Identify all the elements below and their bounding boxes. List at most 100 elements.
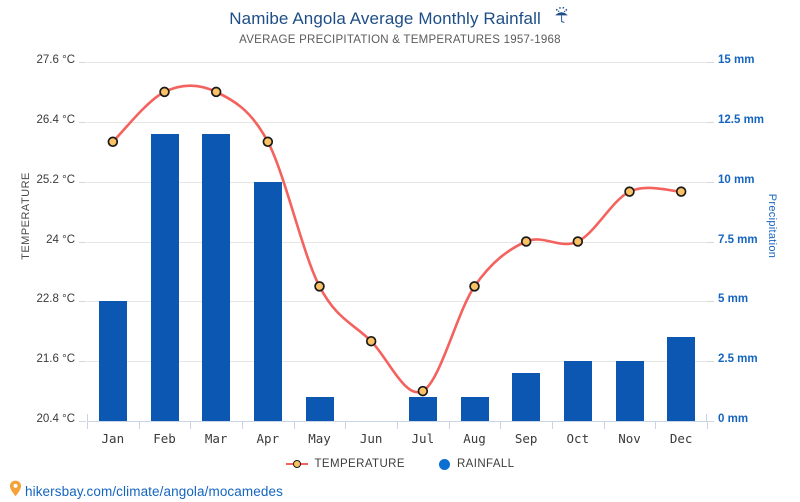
right-axis-tick-label: 5 mm <box>718 293 749 305</box>
legend-label-rainfall: RAINFALL <box>456 458 515 470</box>
left-axis-title: TEMPERATURE <box>20 172 32 260</box>
x-axis-tick <box>655 421 656 429</box>
bar-sep[interactable] <box>512 373 540 421</box>
right-axis-tick <box>707 242 714 243</box>
legend: TEMPERATURE RAINFALL <box>0 458 800 470</box>
gridline <box>87 361 707 362</box>
temperature-point-apr[interactable]: Apr: 26 °C <box>262 136 274 148</box>
temperature-point-aug[interactable]: Aug: 23.1 °C <box>469 281 480 292</box>
temperature-point-nov[interactable]: Nov: 25 °C <box>624 186 635 197</box>
temperature-point-mar[interactable]: Mar: 27 °C <box>210 86 222 98</box>
temperature-point-dec[interactable]: Dec: 25 °C <box>675 186 687 197</box>
x-axis-label-aug: Aug <box>463 431 486 446</box>
chart-subtitle: AVERAGE PRECIPITATION & TEMPERATURES 195… <box>239 34 561 46</box>
right-axis-tick <box>707 182 714 183</box>
bar-apr[interactable] <box>254 182 282 421</box>
gridline <box>87 122 707 123</box>
left-axis-tick <box>79 62 86 63</box>
gridline <box>87 301 707 302</box>
right-axis-tick-label: 10 mm <box>718 174 755 186</box>
right-axis-tick-label: 0 mm <box>718 413 749 425</box>
bar-may[interactable] <box>306 397 334 421</box>
bar-jan[interactable] <box>99 301 127 421</box>
x-axis-label-mar: Mar <box>204 431 228 446</box>
temperature-point-feb[interactable]: Feb: 27 °C <box>159 86 170 98</box>
temperature-point-may[interactable]: May: 23.1 °C <box>314 281 325 292</box>
right-axis-tick-label: 7.5 mm <box>718 234 758 246</box>
bar-feb[interactable] <box>151 134 179 421</box>
gridline <box>87 242 707 243</box>
x-axis-label-oct: Oct <box>566 431 590 446</box>
x-axis-tick <box>87 421 88 429</box>
x-axis-label-sep: Sep <box>514 431 538 446</box>
x-axis-tick <box>397 421 398 429</box>
temperature-point-jul[interactable]: Jul: 21 °C <box>417 385 429 397</box>
x-axis-tick <box>449 421 450 429</box>
chart-title-text: Namibe Angola Average Monthly Rainfall <box>229 9 541 28</box>
legend-item-rainfall[interactable]: RAINFALL <box>438 458 515 470</box>
legend-item-temperature[interactable]: TEMPERATURE <box>285 458 405 470</box>
left-axis-tick-label: 27.6 °C <box>36 54 75 66</box>
temperature-line <box>111 84 683 394</box>
right-axis-tick-label: 2.5 mm <box>718 353 758 365</box>
bar-mar[interactable] <box>202 134 230 421</box>
x-axis-tick <box>139 421 140 429</box>
source-url-link[interactable]: hikersbay.com/climate/angola/mocamedes <box>25 483 283 499</box>
x-axis-right-cap <box>706 414 707 422</box>
bar-jul[interactable] <box>409 397 437 421</box>
x-axis-label-nov: Nov <box>618 431 641 446</box>
bar-dec[interactable] <box>667 337 695 421</box>
bar-nov[interactable] <box>616 361 644 421</box>
left-axis-tick <box>79 122 86 123</box>
x-axis-label-jan: Jan <box>101 431 125 446</box>
temperature-point-jun[interactable]: Jun: 22 °C <box>365 335 377 347</box>
x-axis-tick <box>707 421 708 429</box>
x-axis-label-jun: Jun <box>359 431 383 446</box>
x-axis-tick <box>294 421 295 429</box>
right-axis-title: Precipitation <box>766 193 778 259</box>
right-axis-tick <box>707 361 714 362</box>
right-axis-tick <box>707 301 714 302</box>
bar-oct[interactable] <box>564 361 592 421</box>
x-axis-label-may: May <box>308 431 331 446</box>
left-axis-tick <box>79 361 86 362</box>
rainfall-marker-icon <box>438 458 450 470</box>
temperature-point-jan[interactable]: Jan: 26 °C <box>107 136 119 148</box>
left-axis-tick <box>79 421 86 422</box>
x-axis-tick <box>552 421 553 429</box>
right-axis-tick <box>707 62 714 63</box>
x-axis-tick <box>190 421 191 429</box>
right-axis-tick-label: 12.5 mm <box>718 114 765 126</box>
footer: hikersbay.com/climate/angola/mocamedes <box>9 480 283 502</box>
bar-aug[interactable] <box>461 397 489 421</box>
left-axis-tick-label: 26.4 °C <box>36 114 75 126</box>
gridline <box>87 62 707 63</box>
x-axis-label-dec: Dec <box>669 431 693 446</box>
right-axis-tick <box>707 421 714 422</box>
right-axis-tick-label: 15 mm <box>718 54 755 66</box>
left-axis-tick-label: 22.8 °C <box>36 293 75 305</box>
left-axis-tick-label: 21.6 °C <box>36 353 75 365</box>
left-axis-tick-label: 20.4 °C <box>36 413 75 425</box>
left-axis-tick-label: 24 °C <box>46 234 75 246</box>
umbrella-rain-icon <box>552 6 571 30</box>
map-pin-icon <box>9 480 22 502</box>
x-axis-tick <box>604 421 605 429</box>
legend-label-temperature: TEMPERATURE <box>314 458 405 470</box>
left-axis-tick <box>79 301 86 302</box>
x-axis-label-feb: Feb <box>153 431 176 446</box>
gridline <box>87 182 707 183</box>
x-axis-tick <box>345 421 346 429</box>
temperature-marker-icon <box>285 459 308 469</box>
x-axis-tick <box>242 421 243 429</box>
x-axis-label-jul: Jul <box>411 431 435 446</box>
left-axis-tick <box>79 242 86 243</box>
right-axis-tick <box>707 122 714 123</box>
left-axis-tick <box>79 182 86 183</box>
page-title: Namibe Angola Average Monthly Rainfall <box>0 6 800 31</box>
x-axis-label-apr: Apr <box>256 431 280 446</box>
x-axis-left-cap <box>87 414 88 422</box>
left-axis-tick-label: 25.2 °C <box>36 174 75 186</box>
